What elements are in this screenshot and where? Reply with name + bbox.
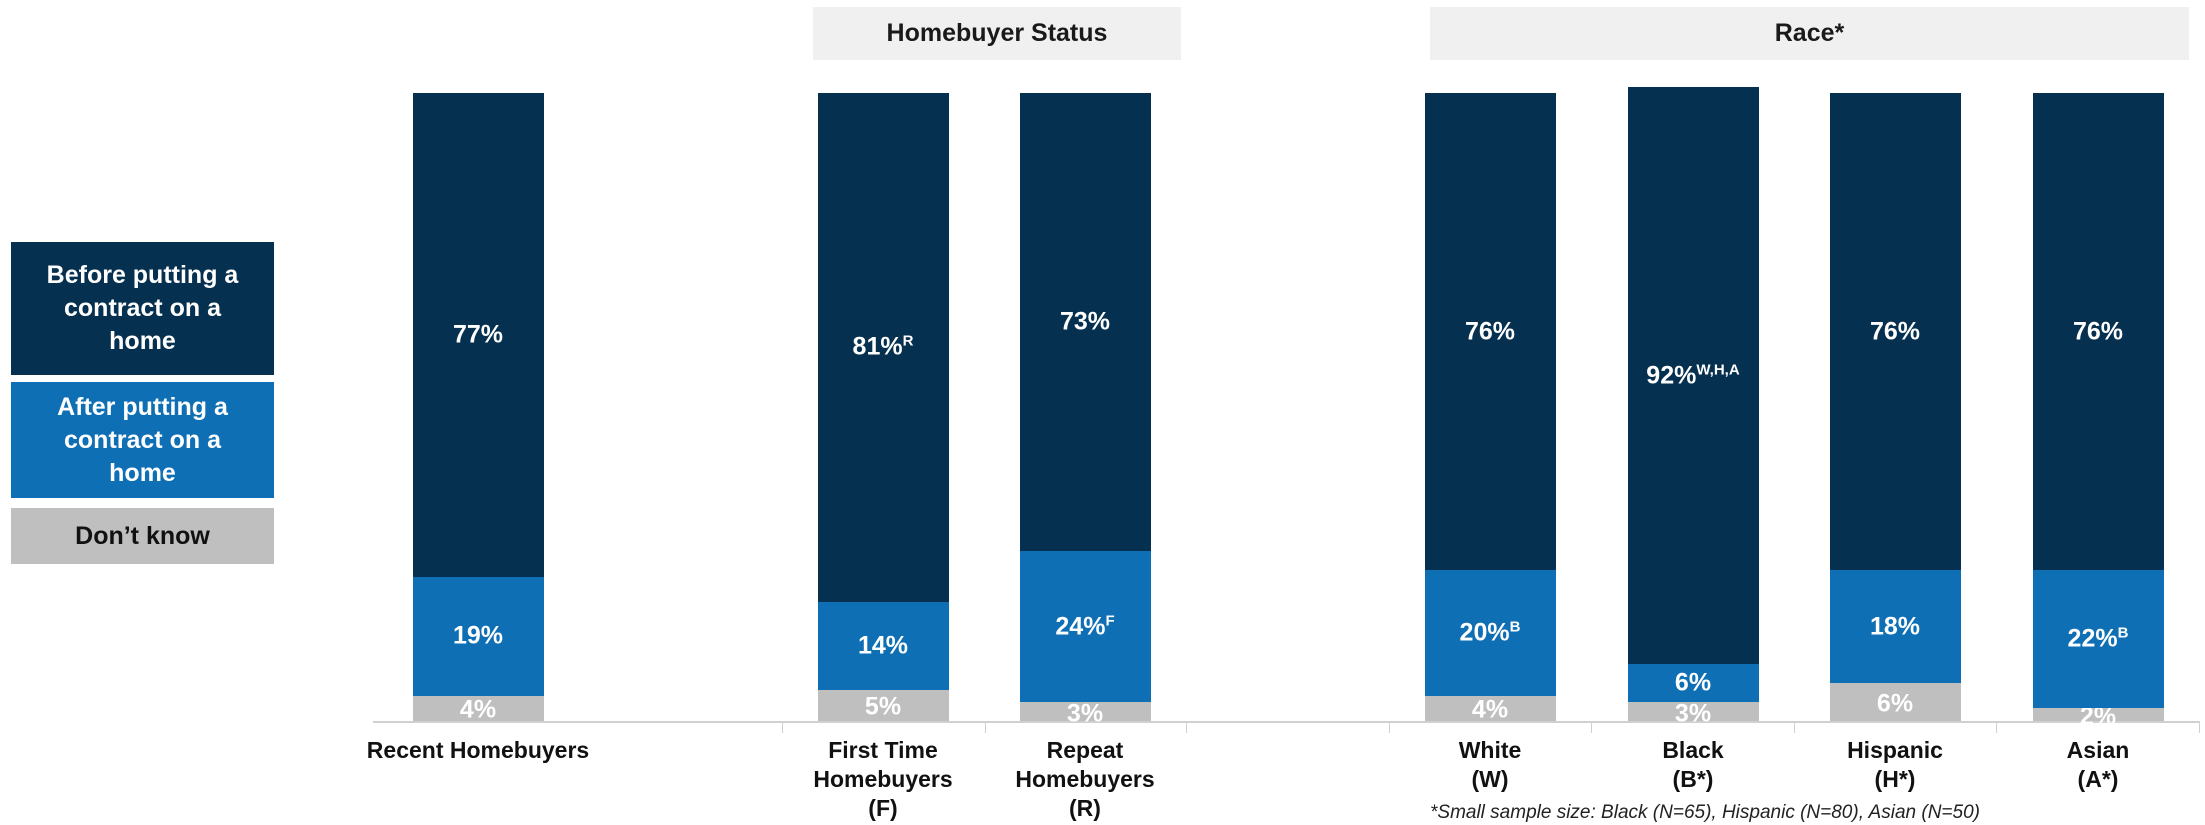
value-label: 6% xyxy=(1675,669,1711,698)
axis-tick xyxy=(985,721,986,733)
x-tick-label: Hispanic (H*) xyxy=(1847,737,1943,792)
bar-segment xyxy=(1424,93,1556,571)
value-label: 14% xyxy=(858,631,908,660)
bar-segment xyxy=(412,93,544,577)
bar-segment xyxy=(817,601,949,690)
value-label: 76% xyxy=(1465,317,1515,346)
significance: B xyxy=(2117,624,2129,642)
value-label: 20%B xyxy=(1460,619,1521,648)
value-label: 77% xyxy=(453,320,503,349)
bar-segment xyxy=(412,695,544,721)
value-label: 18% xyxy=(1870,612,1920,641)
significance: R xyxy=(902,332,914,350)
axis-tick xyxy=(1794,721,1795,733)
bar-segment xyxy=(1627,664,1759,703)
legend-entry: Don’t know xyxy=(11,508,274,564)
value-text: 14% xyxy=(857,631,909,660)
bar-segment xyxy=(1829,570,1961,684)
significance: W,H,A xyxy=(1696,361,1740,379)
value-label: 5% xyxy=(865,693,901,722)
value-text: 4% xyxy=(459,695,497,724)
value-text: 19% xyxy=(452,621,504,650)
value-label: 3% xyxy=(1067,699,1103,728)
bar-segment xyxy=(2032,570,2164,709)
x-tick-label: Black (B*) xyxy=(1662,737,1724,792)
axis-tick xyxy=(782,721,783,733)
x-tick-label: Repeat Homebuyers (R) xyxy=(1015,737,1155,821)
value-text: 6% xyxy=(1876,689,1914,718)
axis-tick xyxy=(1186,721,1187,733)
bar-segment xyxy=(1829,93,1961,571)
legend-entry: After putting a contract on a home xyxy=(11,382,274,498)
value-label: 22%B xyxy=(2068,625,2129,654)
value-text: 3% xyxy=(1066,699,1104,728)
bar-segment xyxy=(817,93,949,602)
value-text: 24% xyxy=(1055,612,1106,641)
legend-entry: Before putting a contract on a home xyxy=(11,242,274,375)
bar-segment xyxy=(2032,708,2164,721)
value-text: 18% xyxy=(1869,612,1921,641)
value-label: 3% xyxy=(1675,699,1711,728)
significance: F xyxy=(1105,612,1115,630)
value-label: 6% xyxy=(1877,690,1913,719)
value-text: 92% xyxy=(1646,361,1697,390)
group-header: Homebuyer Status xyxy=(813,7,1181,60)
bar-segment xyxy=(412,576,544,696)
bar-segment xyxy=(1627,702,1759,721)
value-label: 19% xyxy=(453,622,503,651)
bar-segment xyxy=(1424,570,1556,696)
x-tick-label: White (W) xyxy=(1458,737,1522,792)
axis-tick xyxy=(2199,721,2200,733)
value-label: 73% xyxy=(1060,308,1110,337)
axis-tick xyxy=(1389,721,1390,733)
group-header: Race* xyxy=(1430,7,2189,60)
value-text: 6% xyxy=(1674,668,1712,697)
x-tick-label: Recent Homebuyers xyxy=(366,737,590,763)
value-text: 73% xyxy=(1059,307,1111,336)
x-tick-label: Asian (A*) xyxy=(2066,737,2130,792)
value-label: 76% xyxy=(1870,317,1920,346)
bar-segment xyxy=(1829,683,1961,721)
value-text: 76% xyxy=(2072,317,2124,346)
bar-segment xyxy=(1019,551,1151,703)
bar-segment xyxy=(2032,93,2164,571)
value-label: 4% xyxy=(1472,696,1508,725)
value-label: 24%F xyxy=(1055,612,1114,641)
value-label: 76% xyxy=(2073,317,2123,346)
value-text: 5% xyxy=(864,692,902,721)
value-text: 77% xyxy=(452,320,504,349)
value-label: 81%R xyxy=(853,333,914,362)
footnote: *Small sample size: Black (N=65), Hispan… xyxy=(1430,802,1980,823)
value-label: 4% xyxy=(460,696,496,725)
bar-segment xyxy=(1424,695,1556,721)
x-axis xyxy=(373,721,2200,723)
value-text: 3% xyxy=(1674,699,1712,728)
significance: B xyxy=(1509,618,1521,636)
value-text: 4% xyxy=(1471,695,1509,724)
bar-segment xyxy=(817,689,949,721)
bar-segment xyxy=(1019,93,1151,552)
value-text: 20% xyxy=(1459,618,1510,647)
x-tick-label: First Time Homebuyers (F) xyxy=(813,737,953,821)
bar-segment xyxy=(1019,702,1151,721)
bar-segment xyxy=(1627,86,1759,665)
value-text: 81% xyxy=(852,332,903,361)
value-label: 92%W,H,A xyxy=(1646,361,1739,390)
value-text: 76% xyxy=(1869,317,1921,346)
value-text: 76% xyxy=(1464,317,1516,346)
axis-tick xyxy=(1996,721,1997,733)
axis-tick xyxy=(1591,721,1592,733)
value-text: 22% xyxy=(2067,624,2118,653)
